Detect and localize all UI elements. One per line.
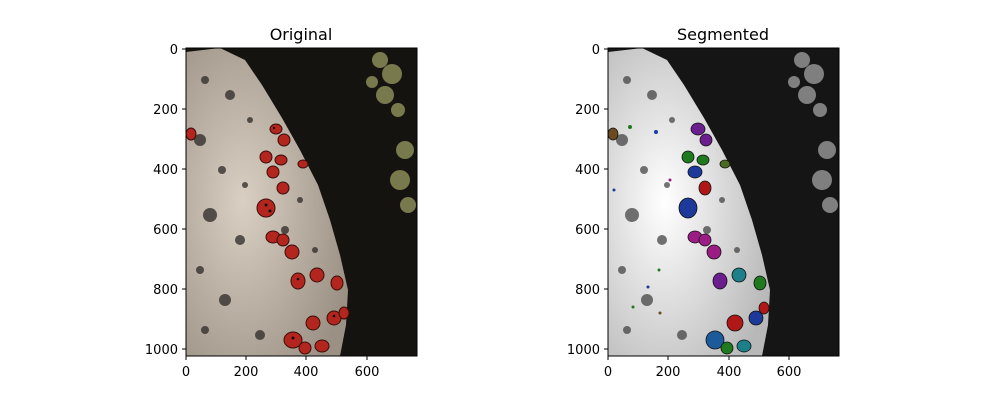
axes-frame-segmented [607,47,840,357]
panel-original: Original [145,25,418,380]
x-tick-label: 600 [777,365,802,380]
panel-title-original: Original [270,25,333,44]
panel-title-segmented: Segmented [677,25,769,44]
image-segmented [608,48,839,356]
x-tick-label: 0 [604,365,612,380]
y-tick-label: 200 [575,103,600,118]
x-tick-label: 400 [717,365,742,380]
x-tick-label: 200 [234,365,259,380]
y-axis-segmented: 0 200 400 600 800 1000 [567,43,608,358]
y-tick-label: 0 [170,43,178,58]
y-tick-label: 0 [592,43,600,58]
x-axis-original: 0 200 400 600 [182,356,380,380]
y-tick-label: 800 [575,283,600,298]
y-axis-original: 0 200 400 600 800 1000 [145,43,186,358]
y-tick-label: 400 [153,163,178,178]
x-tick-label: 200 [656,365,681,380]
y-tick-label: 600 [575,223,600,238]
image-original [186,48,417,356]
panel-segmented: Segmented [567,25,840,380]
y-tick-label: 600 [153,223,178,238]
y-tick-label: 800 [153,283,178,298]
axes-frame-original [185,47,418,357]
y-tick-label: 1000 [567,343,600,358]
y-tick-label: 1000 [145,343,178,358]
y-tick-label: 200 [153,103,178,118]
x-tick-label: 0 [182,365,190,380]
y-tick-label: 400 [575,163,600,178]
x-tick-label: 400 [294,365,319,380]
x-tick-label: 600 [355,365,380,380]
x-axis-segmented: 0 200 400 600 [604,356,802,380]
